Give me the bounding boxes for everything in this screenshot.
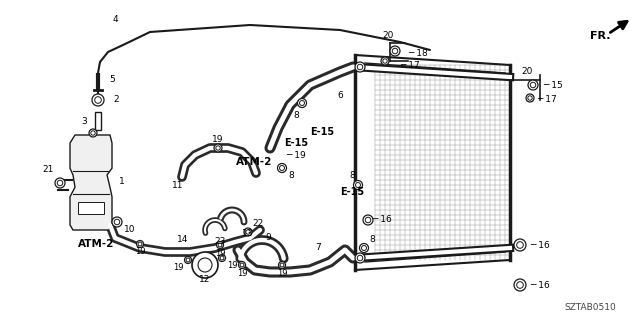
Circle shape bbox=[239, 261, 246, 268]
Text: 19: 19 bbox=[215, 249, 225, 258]
Text: 3: 3 bbox=[81, 116, 87, 125]
Circle shape bbox=[514, 279, 526, 291]
Text: 19: 19 bbox=[227, 260, 237, 269]
Circle shape bbox=[528, 80, 538, 90]
Circle shape bbox=[89, 129, 97, 137]
Text: ─ 18: ─ 18 bbox=[408, 49, 428, 58]
Circle shape bbox=[363, 215, 373, 225]
Text: E-15: E-15 bbox=[310, 127, 334, 137]
Text: SZTAB0510: SZTAB0510 bbox=[564, 303, 616, 313]
Text: E-15: E-15 bbox=[284, 138, 308, 148]
Text: 19: 19 bbox=[173, 263, 183, 273]
Circle shape bbox=[355, 62, 365, 72]
Text: 19: 19 bbox=[237, 268, 247, 277]
Text: 2: 2 bbox=[113, 95, 119, 105]
Text: ─ 16: ─ 16 bbox=[530, 241, 550, 250]
Text: ─ 19: ─ 19 bbox=[286, 150, 306, 159]
Bar bbox=[95, 112, 101, 130]
Text: ─ 15: ─ 15 bbox=[543, 81, 563, 90]
Text: ─ 17: ─ 17 bbox=[537, 95, 557, 105]
Text: 4: 4 bbox=[112, 15, 118, 25]
Text: 8: 8 bbox=[293, 110, 299, 119]
Circle shape bbox=[92, 94, 104, 106]
Polygon shape bbox=[70, 135, 112, 230]
Text: 22: 22 bbox=[252, 220, 264, 228]
Text: FR.: FR. bbox=[589, 31, 611, 41]
Text: 7: 7 bbox=[315, 244, 321, 252]
Circle shape bbox=[278, 164, 287, 172]
Circle shape bbox=[298, 99, 307, 108]
Circle shape bbox=[216, 242, 223, 249]
Text: 14: 14 bbox=[177, 236, 189, 244]
Text: ─ 16: ─ 16 bbox=[372, 215, 392, 225]
Text: ATM-2: ATM-2 bbox=[236, 157, 272, 167]
Text: 19: 19 bbox=[135, 247, 145, 257]
Text: 23: 23 bbox=[214, 237, 226, 246]
Text: 20: 20 bbox=[522, 68, 532, 76]
Text: 8: 8 bbox=[369, 236, 375, 244]
Text: 19: 19 bbox=[212, 135, 224, 145]
Circle shape bbox=[355, 253, 365, 263]
Circle shape bbox=[214, 144, 222, 152]
Text: 1: 1 bbox=[119, 178, 125, 187]
Circle shape bbox=[353, 180, 362, 189]
Circle shape bbox=[218, 254, 225, 261]
Text: ─ 17: ─ 17 bbox=[400, 60, 420, 69]
Text: 20: 20 bbox=[382, 30, 394, 39]
Circle shape bbox=[278, 261, 285, 268]
Circle shape bbox=[381, 57, 389, 65]
Text: 21: 21 bbox=[42, 165, 54, 174]
Text: E-15: E-15 bbox=[340, 187, 364, 197]
Circle shape bbox=[192, 252, 218, 278]
Text: ─ 16: ─ 16 bbox=[530, 281, 550, 290]
Circle shape bbox=[184, 257, 191, 263]
Text: 11: 11 bbox=[172, 180, 184, 189]
Text: 12: 12 bbox=[199, 276, 211, 284]
Circle shape bbox=[55, 178, 65, 188]
Text: ATM-2: ATM-2 bbox=[78, 239, 114, 249]
Circle shape bbox=[244, 228, 252, 236]
Bar bbox=[78, 202, 104, 213]
Text: 19: 19 bbox=[276, 268, 287, 277]
Text: 13: 13 bbox=[243, 229, 253, 238]
Text: 10: 10 bbox=[124, 226, 136, 235]
Text: 6: 6 bbox=[337, 91, 343, 100]
Circle shape bbox=[390, 46, 400, 56]
Text: 8: 8 bbox=[349, 171, 355, 180]
Text: 9: 9 bbox=[265, 234, 271, 243]
Circle shape bbox=[112, 217, 122, 227]
Circle shape bbox=[360, 244, 369, 252]
Text: 8: 8 bbox=[288, 171, 294, 180]
Text: 5: 5 bbox=[109, 76, 115, 84]
Circle shape bbox=[526, 94, 534, 102]
Circle shape bbox=[514, 239, 526, 251]
Circle shape bbox=[136, 241, 143, 247]
